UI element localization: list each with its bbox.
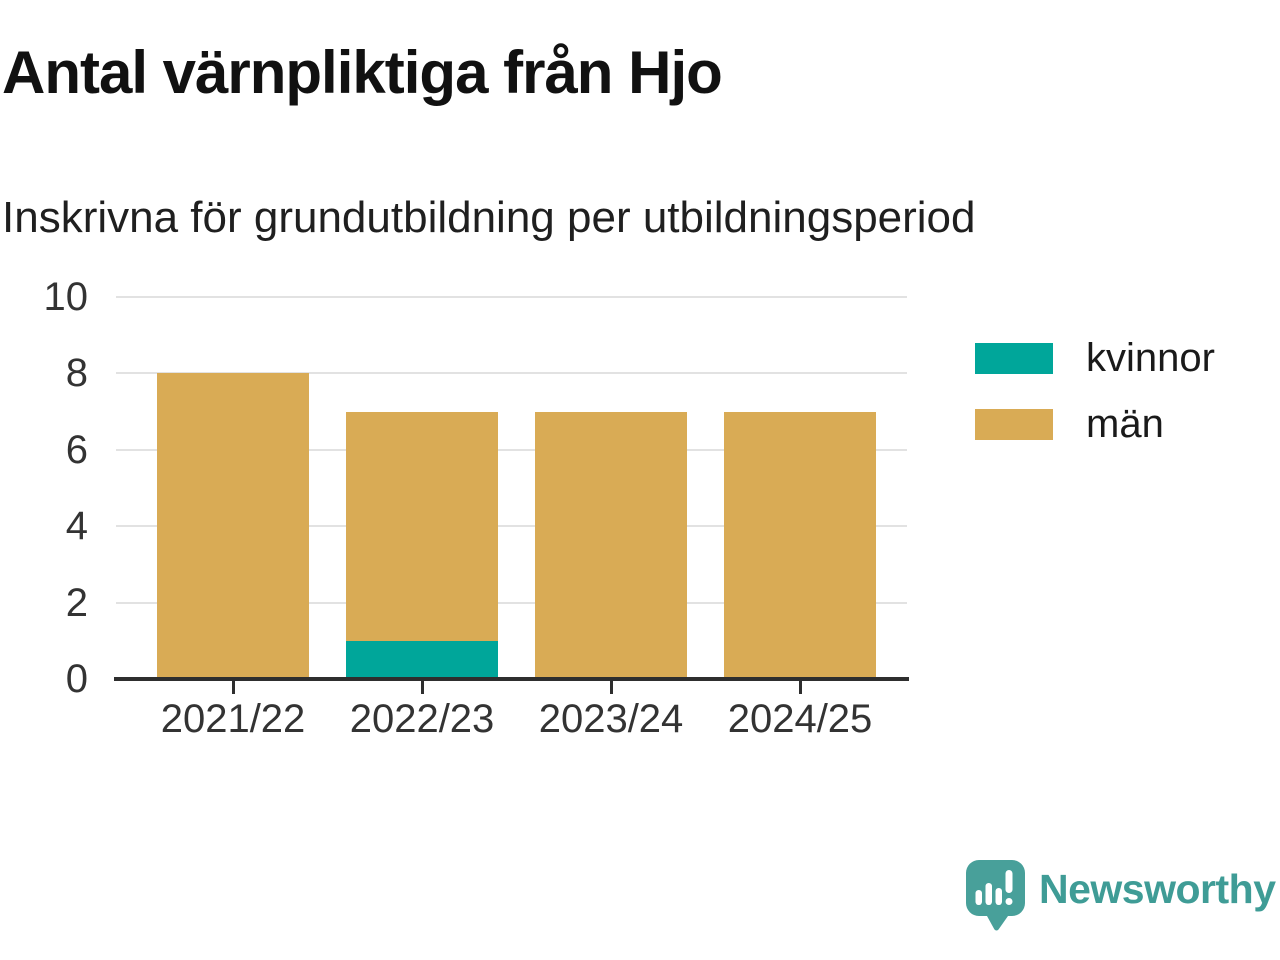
chart-subtitle: Inskrivna för grundutbildning per utbild…	[2, 193, 976, 242]
gridline-y-6	[116, 448, 907, 451]
y-tick-label-2: 2	[65, 580, 88, 625]
legend: kvinnor män	[975, 338, 1215, 444]
gridline-y-4	[116, 525, 907, 528]
x-tick-mark-2021-22	[231, 681, 235, 694]
gridline-y-2	[116, 601, 907, 604]
y-tick-label-0: 0	[65, 657, 88, 701]
x-tick-mark-2024-25	[798, 681, 802, 694]
x-axis-line	[114, 677, 909, 681]
x-tick-label-2021-22: 2021/22	[160, 697, 306, 741]
legend-swatch-kvinnor	[975, 342, 1053, 374]
newsworthy-speech-bubble-bar-chart-icon	[966, 860, 1025, 931]
newsworthy-brand-text: Newsworthy	[1039, 865, 1276, 912]
legend-label-kvinnor: kvinnor	[1086, 336, 1215, 380]
chart-title: Antal värnpliktiga från Hjo	[2, 39, 723, 106]
legend-item-kvinnor: kvinnor	[975, 338, 1215, 378]
x-tick-mark-2022-23	[420, 681, 424, 694]
x-tick-label-2022-23: 2022/23	[349, 697, 495, 741]
gridline-y-8	[116, 372, 907, 375]
bar-segment-2023-24-män	[535, 411, 687, 679]
y-tick-label-6: 6	[65, 427, 88, 472]
bar-segment-2021-22-män	[157, 373, 309, 679]
bar-segment-2022-23-män	[346, 411, 498, 641]
x-tick-mark-2023-24	[609, 681, 613, 694]
x-tick-label-2024-25: 2024/25	[727, 697, 873, 741]
y-tick-label-8: 8	[65, 351, 88, 396]
x-tick-label-2023-24: 2023/24	[538, 697, 684, 741]
plot-area: 0 2 4 6 8 10 2021/22 2022/23 2023/24 2024/25	[44, 277, 909, 741]
bar-segment-2022-23-kvinnor	[346, 640, 498, 679]
gridline-y-10	[116, 296, 907, 298]
legend-item-män: män	[975, 404, 1215, 444]
legend-label-män: män	[1086, 402, 1164, 446]
y-tick-label-10: 10	[43, 275, 89, 319]
y-tick-label-4: 4	[65, 504, 88, 549]
bar-segment-2024-25-män	[724, 411, 876, 679]
newsworthy-logo: Newsworthy	[963, 858, 1276, 932]
legend-swatch-män	[975, 408, 1053, 440]
